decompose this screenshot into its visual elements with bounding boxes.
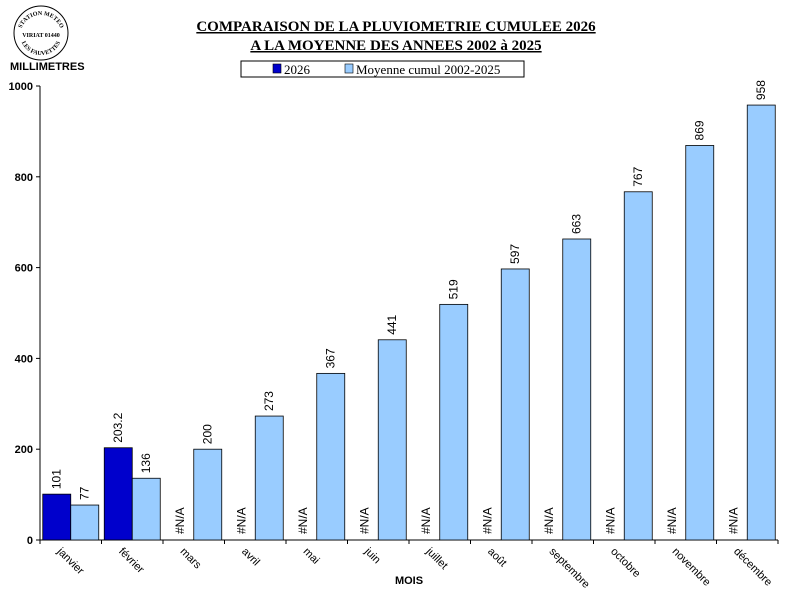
data-label: 367: [324, 348, 338, 368]
data-label-na: #N/A: [357, 507, 371, 534]
bar-moyenne-juillet: [439, 303, 469, 541]
data-label-na: #N/A: [419, 507, 433, 534]
data-label: 958: [754, 80, 768, 100]
category-label: juillet: [423, 545, 450, 572]
y-tick-label: 600: [15, 263, 33, 275]
legend-label-moyenne: Moyenne cumul 2002-2025: [356, 62, 500, 77]
data-label-na: #N/A: [480, 507, 494, 534]
bar-moyenne-mai: [316, 372, 346, 541]
bar-moyenne-juin: [377, 339, 407, 541]
y-tick-label: 0: [27, 535, 33, 547]
y-tick-label: 1000: [9, 81, 33, 93]
data-label-na: #N/A: [296, 507, 310, 534]
category-label: septembre: [547, 546, 592, 591]
stamp-text-bottom: LES FAUVETTES: [20, 40, 63, 57]
bar-moyenne-mars: [193, 448, 223, 541]
bar-moyenne-décembre: [746, 104, 776, 541]
data-label-na: #N/A: [173, 507, 187, 534]
bar-2026-février: [103, 447, 133, 541]
data-label: 203.2: [111, 412, 125, 442]
data-label: 101: [50, 469, 64, 489]
bar-2026-janvier: [42, 493, 72, 541]
data-label: 767: [631, 166, 645, 186]
legend-box: [240, 60, 525, 78]
category-label: avril: [239, 546, 262, 569]
data-label-na: #N/A: [665, 507, 679, 534]
bar-moyenne-octobre: [623, 191, 653, 541]
category-label: janvier: [54, 545, 86, 577]
legend: 2026 Moyenne cumul 2002-2025: [240, 60, 525, 78]
category-label: février: [116, 546, 146, 576]
chart-title: COMPARAISON DE LA PLUVIOMETRIE CUMULEE 2…: [196, 19, 596, 35]
y-tick-label: 400: [15, 353, 33, 365]
stamp-text-top: STATION METEO: [18, 11, 65, 30]
data-labels: 101 77 203.2 136 #N/A 200 #N/A 273 #N/A 367 #N/A 44…: [50, 80, 769, 534]
y-ticks: 0 200 400 600 800 1000: [9, 81, 40, 547]
data-label: 441: [385, 314, 399, 334]
data-label: 200: [201, 424, 215, 444]
data-label: 663: [570, 214, 584, 234]
category-label: mars: [178, 546, 204, 572]
chart-subtitle: A LA MOYENNE DES ANNEES 2002 à 2025: [250, 38, 541, 54]
bar-moyenne-avril: [254, 415, 284, 541]
bar-moyenne-janvier: [70, 504, 100, 541]
bar-moyenne-septembre: [562, 238, 592, 541]
category-label: octobre: [608, 546, 642, 580]
y-tick-label: 800: [15, 172, 33, 184]
legend-swatch-moyenne: [344, 63, 354, 74]
category-label: juin: [361, 545, 382, 566]
data-label: 597: [508, 244, 522, 264]
x-axis-title: MOIS: [395, 575, 423, 587]
bar-moyenne-août: [500, 268, 530, 541]
data-label-na: #N/A: [234, 507, 248, 534]
category-label: novembre: [670, 546, 713, 589]
data-label: 273: [262, 391, 276, 411]
category-label: mai: [301, 546, 322, 567]
bar-moyenne-février: [131, 477, 161, 541]
legend-swatch-2026: [272, 63, 282, 74]
data-label-na: #N/A: [603, 507, 617, 534]
y-axis-title: MILLIMETRES: [10, 61, 85, 73]
data-label: 869: [693, 120, 707, 140]
data-label: 77: [78, 486, 92, 500]
category-label: décembre: [731, 546, 774, 589]
station-stamp-logo: STATION METEO VIRIAT 01440 LES FAUVETTES: [13, 5, 69, 61]
x-ticks: [39, 540, 779, 544]
bars: [42, 104, 776, 541]
data-label: 136: [139, 453, 153, 473]
category-label: août: [485, 546, 509, 570]
stamp-text-middle: VIRIAT 01440: [22, 33, 60, 39]
y-tick-label: 200: [15, 444, 33, 456]
bar-moyenne-novembre: [685, 145, 715, 541]
data-label-na: #N/A: [726, 507, 740, 534]
legend-label-2026: 2026: [284, 62, 311, 77]
data-label-na: #N/A: [542, 507, 556, 534]
data-label: 519: [447, 279, 461, 299]
